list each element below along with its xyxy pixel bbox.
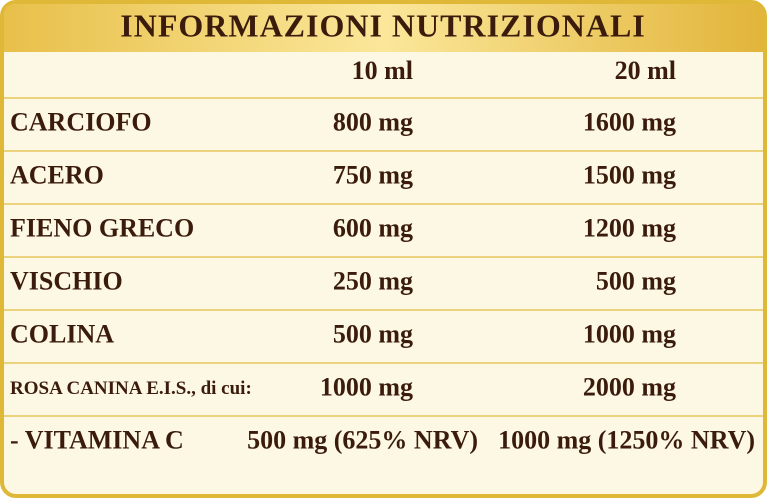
nutrient-amount: 1600 mg (583, 107, 676, 136)
nutrient-amount: 1500 mg (583, 160, 676, 189)
nutrient-name: COLINA (10, 319, 114, 348)
nutrient-amount: 500 mg (333, 319, 413, 348)
nutrient-amount: 500 mg (596, 266, 676, 295)
nutrient-name: ACERO (10, 160, 104, 189)
nutrient-amount: 250 mg (333, 266, 413, 295)
header-band (4, 4, 763, 52)
nutrient-name: - VITAMINA C (10, 425, 184, 454)
nutrient-name: FIENO GRECO (10, 213, 194, 242)
nutrient-name: ROSA CANINA E.I.S., di cui: (10, 378, 252, 399)
nutrient-amount: 2000 mg (583, 372, 676, 401)
nutrient-amount: 600 mg (333, 213, 413, 242)
title: INFORMAZIONI NUTRIZIONALI (120, 7, 646, 43)
nutrient-amount: 1000 mg (1250% NRV) (498, 425, 755, 454)
nutrient-amount: 500 mg (625% NRV) (247, 425, 478, 454)
nutrient-amount: 750 mg (333, 160, 413, 189)
nutrient-amount: 1000 mg (583, 319, 676, 348)
nutrient-amount: 1200 mg (583, 213, 676, 242)
nutrient-amount: 1000 mg (320, 372, 413, 401)
nutrient-amount: 800 mg (333, 107, 413, 136)
nutrient-name: CARCIOFO (10, 107, 152, 136)
column-header: 10 ml (352, 56, 413, 85)
column-header: 20 ml (615, 56, 676, 85)
nutrient-name: VISCHIO (10, 266, 123, 295)
